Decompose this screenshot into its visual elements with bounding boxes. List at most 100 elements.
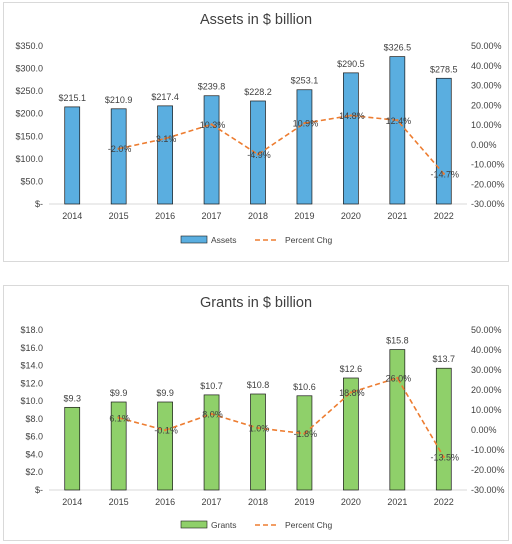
bar [389, 349, 406, 491]
x-axis-tick-label: 2015 [109, 211, 129, 221]
percent-change-point [349, 391, 353, 394]
percent-change-point [210, 123, 213, 126]
legend-label-bar: Grants [211, 520, 237, 530]
left-axis-tick-label: $8.0 [25, 414, 43, 424]
percent-change-data-label: 1.0% [249, 424, 270, 434]
percent-change-point [256, 426, 260, 430]
x-axis-tick-label: 2018 [248, 211, 268, 221]
percent-change-point [303, 432, 306, 435]
bar [343, 377, 359, 491]
x-axis-tick-label: 2019 [294, 497, 314, 507]
bar-data-label: $9.9 [110, 388, 128, 398]
right-axis-tick-label: 0.00% [471, 425, 497, 435]
left-axis-tick-label: $18.0 [20, 325, 43, 335]
percent-change-data-label: 18.8% [339, 388, 365, 398]
right-axis-tick-label: -30.00% [471, 199, 505, 209]
right-axis-tick-label: -10.00% [471, 160, 505, 170]
percent-change-point [256, 153, 260, 156]
left-axis-tick-label: $6.0 [25, 432, 43, 442]
x-axis-tick-label: 2014 [62, 211, 82, 221]
bar-data-label: $9.9 [156, 388, 174, 398]
left-axis-tick-label: $- [35, 199, 43, 209]
right-axis-tick-label: 20.00% [471, 385, 502, 395]
bar-data-label: $10.8 [247, 380, 270, 390]
right-axis-tick-label: 30.00% [471, 81, 502, 91]
left-axis-tick-label: $200.0 [15, 109, 43, 119]
right-axis-tick-label: 20.00% [471, 100, 502, 110]
percent-change-data-label: 6.1% [109, 413, 130, 423]
percent-change-data-label: -0.1% [154, 426, 178, 436]
percent-change-point [303, 122, 306, 125]
left-axis-tick-label: $300.0 [15, 64, 43, 74]
left-axis-tick-label: $100.0 [15, 154, 43, 164]
x-axis-tick-label: 2018 [248, 497, 268, 507]
x-axis-tick-label: 2022 [434, 497, 454, 507]
percent-change-data-label: -14.7% [431, 169, 460, 179]
grants-chart-svg: $- $2.0 $4.0 $6.0 $8.0 $10.0 $12.0 $14.0 $16.0 $1… [20, 325, 504, 530]
left-axis-tick-label: $14.0 [20, 361, 43, 371]
bar [435, 77, 452, 205]
legend-label-line: Percent Chg [285, 235, 333, 245]
bar-data-label: $10.6 [293, 382, 316, 392]
x-axis-tick-label: 2014 [62, 497, 82, 507]
bar [203, 394, 220, 491]
bar [296, 89, 313, 205]
percent-change-point [210, 412, 213, 416]
left-axis-tick-label: $12.0 [20, 378, 43, 388]
bar [157, 105, 173, 205]
x-axis-tick-label: 2021 [387, 497, 407, 507]
percent-change-data-label: 8.0% [202, 410, 223, 420]
bar [250, 393, 266, 491]
bar [157, 401, 173, 491]
percent-change-data-label: 26.0% [386, 374, 412, 384]
x-axis-tick-label: 2017 [202, 497, 222, 507]
percent-change-point [349, 114, 353, 117]
right-axis-tick-label: 30.00% [471, 365, 502, 375]
percent-change-data-label: -2.0% [108, 144, 132, 154]
percent-change-point [117, 416, 120, 419]
percent-change-data-label: -4.9% [247, 150, 271, 160]
percent-change-data-label: 10.9% [293, 119, 319, 129]
percent-change-point [442, 455, 445, 459]
right-axis-tick-label: -20.00% [471, 179, 505, 189]
x-axis-tick-label: 2020 [341, 497, 361, 507]
percent-change-point [163, 137, 167, 140]
percent-change-data-label: -13.5% [431, 453, 460, 463]
bar-data-label: $215.1 [58, 93, 86, 103]
percent-change-point [117, 147, 120, 150]
percent-change-line [118, 377, 445, 458]
bar-data-label: $290.5 [337, 59, 365, 69]
bar-data-label: $217.4 [151, 92, 179, 102]
bar-data-label: $239.8 [198, 82, 226, 92]
bar [250, 100, 266, 205]
bar [389, 56, 406, 205]
percent-change-data-label: 10.3% [200, 120, 226, 130]
percent-change-data-label: 12.4% [386, 116, 412, 126]
percent-change-data-label: 3.1% [156, 134, 177, 144]
percent-change-point [396, 376, 399, 380]
right-axis-tick-label: 50.00% [471, 41, 502, 51]
left-axis-tick-label: $- [35, 485, 43, 495]
x-axis-tick-label: 2022 [434, 211, 454, 221]
bar [435, 367, 452, 491]
x-axis-tick-label: 2016 [155, 497, 175, 507]
bar [296, 395, 313, 491]
x-axis-tick-label: 2020 [341, 211, 361, 221]
percent-change-point [396, 119, 399, 122]
bar-data-label: $253.1 [291, 76, 319, 86]
right-axis-tick-label: 0.00% [471, 140, 497, 150]
percent-change-line [118, 114, 445, 175]
chart-title: Grants in $ billion [199, 295, 313, 311]
bar-data-label: $12.6 [340, 364, 363, 374]
left-axis-tick-label: $10.0 [20, 396, 43, 406]
bar-data-label: $13.7 [433, 354, 456, 364]
bar-data-label: $228.2 [244, 87, 272, 97]
bar-data-label: $10.7 [200, 381, 223, 391]
grants-chart-panel: Grants in $ billion $- $2.0 $4.0 $6.0 $8.0 $1… [3, 285, 509, 541]
right-axis-tick-label: 10.00% [471, 120, 502, 130]
percent-change-data-label: -1.8% [294, 429, 318, 439]
bar-data-label: $210.9 [105, 95, 133, 105]
left-axis-tick-label: $50.0 [20, 176, 43, 186]
percent-change-point [442, 172, 445, 175]
bar [64, 406, 81, 491]
